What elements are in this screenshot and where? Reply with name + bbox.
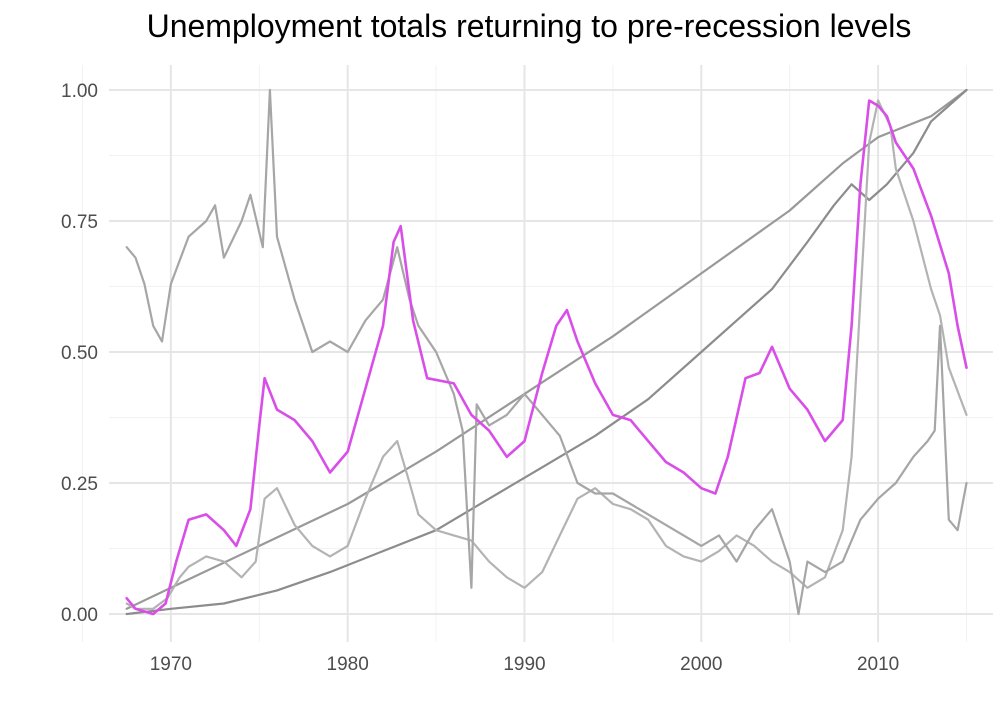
series-line-2 (125, 88, 968, 616)
axis-labels: 0.00 0.25 0.50 0.75 1.00 1970 1980 1990 2000 2010 (61, 81, 899, 675)
x-tick-label: 1980 (327, 654, 369, 675)
y-tick-label: 0.75 (61, 212, 98, 233)
x-tick-label: 1990 (503, 654, 545, 675)
x-tick-label: 1970 (150, 654, 192, 675)
series-layer (125, 88, 968, 616)
y-tick-label: 0.00 (61, 605, 98, 626)
x-tick-label: 2010 (857, 654, 899, 675)
series-line-4 (125, 99, 968, 610)
y-tick-label: 0.50 (61, 343, 98, 364)
y-tick-label: 0.25 (61, 474, 98, 495)
x-tick-label: 2000 (680, 654, 722, 675)
series-line-5 (125, 88, 968, 616)
series-line-3 (125, 99, 968, 616)
series-line-1 (125, 88, 968, 610)
y-tick-label: 1.00 (61, 81, 98, 102)
chart-title: Unemployment totals returning to pre-rec… (146, 8, 912, 44)
